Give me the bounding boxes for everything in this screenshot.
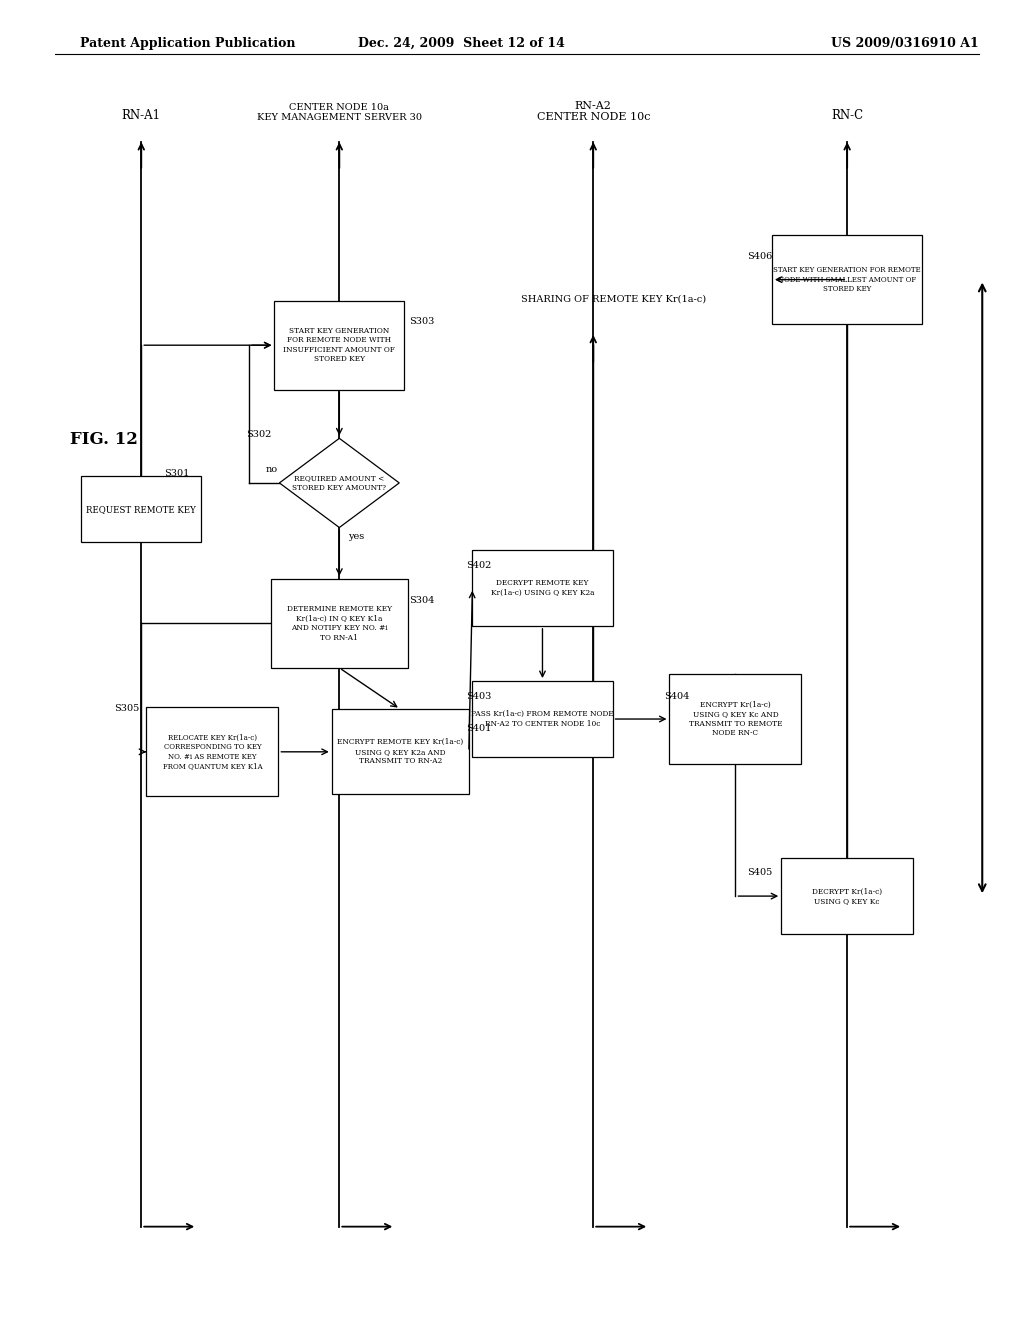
Text: Patent Application Publication: Patent Application Publication [80, 37, 296, 50]
FancyBboxPatch shape [670, 675, 802, 764]
Text: S404: S404 [665, 692, 690, 701]
Text: ENCRYPT REMOTE KEY Kr(1a-c)
USING Q KEY K2a AND
TRANSMIT TO RN-A2: ENCRYPT REMOTE KEY Kr(1a-c) USING Q KEY … [337, 738, 464, 766]
FancyBboxPatch shape [81, 477, 201, 543]
Text: S305: S305 [114, 704, 139, 713]
FancyBboxPatch shape [332, 709, 469, 795]
Text: S303: S303 [410, 317, 435, 326]
Text: PASS Kr(1a-c) FROM REMOTE NODE
RN-A2 TO CENTER NODE 10c: PASS Kr(1a-c) FROM REMOTE NODE RN-A2 TO … [471, 710, 613, 727]
Text: SHARING OF REMOTE KEY Kr(1a-c): SHARING OF REMOTE KEY Kr(1a-c) [521, 294, 707, 304]
Text: US 2009/0316910 A1: US 2009/0316910 A1 [831, 37, 979, 50]
Text: DECRYPT Kr(1a-c)
USING Q KEY Kc: DECRYPT Kr(1a-c) USING Q KEY Kc [812, 887, 883, 904]
Text: S402: S402 [466, 561, 492, 570]
Text: no: no [265, 466, 278, 474]
Text: DECRYPT REMOTE KEY
Kr(1a-c) USING Q KEY K2a: DECRYPT REMOTE KEY Kr(1a-c) USING Q KEY … [490, 579, 594, 597]
Text: ENCRYPT Kr(1a-c)
USING Q KEY Kc AND
TRANSMIT TO REMOTE
NODE RN-C: ENCRYPT Kr(1a-c) USING Q KEY Kc AND TRAN… [689, 701, 782, 738]
FancyBboxPatch shape [274, 301, 404, 389]
Text: S301: S301 [164, 469, 189, 478]
FancyBboxPatch shape [270, 578, 408, 668]
Text: FIG. 12: FIG. 12 [71, 432, 138, 449]
Text: DETERMINE REMOTE KEY
Kr(1a-c) IN Q KEY K1a
AND NOTIFY KEY NO. #i
TO RN-A1: DETERMINE REMOTE KEY Kr(1a-c) IN Q KEY K… [287, 605, 392, 642]
Text: S302: S302 [246, 430, 271, 438]
FancyBboxPatch shape [472, 550, 612, 626]
Text: RN-A2
CENTER NODE 10c: RN-A2 CENTER NODE 10c [537, 100, 650, 123]
Text: RN-A1: RN-A1 [122, 110, 161, 123]
FancyBboxPatch shape [772, 235, 923, 325]
Text: CENTER NODE 10a
KEY MANAGEMENT SERVER 30: CENTER NODE 10a KEY MANAGEMENT SERVER 30 [257, 103, 422, 123]
Text: yes: yes [348, 532, 365, 541]
Text: S406: S406 [746, 252, 772, 260]
Text: S304: S304 [410, 597, 435, 606]
Text: RELOCATE KEY Kr(1a-c)
CORRESPONDING TO KEY
NO. #i AS REMOTE KEY
FROM QUANTUM KEY: RELOCATE KEY Kr(1a-c) CORRESPONDING TO K… [163, 734, 262, 770]
Text: S405: S405 [746, 869, 772, 876]
Text: START KEY GENERATION
FOR REMOTE NODE WITH
INSUFFICIENT AMOUNT OF
STORED KEY: START KEY GENERATION FOR REMOTE NODE WIT… [284, 327, 395, 363]
FancyBboxPatch shape [146, 708, 279, 796]
FancyBboxPatch shape [472, 681, 612, 758]
Text: START KEY GENERATION FOR REMOTE
NODE WITH SMALLEST AMOUNT OF
STORED KEY: START KEY GENERATION FOR REMOTE NODE WIT… [773, 267, 921, 293]
Text: S401: S401 [466, 723, 492, 733]
Polygon shape [280, 438, 399, 528]
Text: REQUIRED AMOUNT <
STORED KEY AMOUNT?: REQUIRED AMOUNT < STORED KEY AMOUNT? [292, 474, 386, 491]
FancyBboxPatch shape [781, 858, 913, 935]
Text: REQUEST REMOTE KEY: REQUEST REMOTE KEY [86, 504, 197, 513]
Text: RN-C: RN-C [831, 110, 863, 123]
Text: S403: S403 [466, 692, 492, 701]
Text: Dec. 24, 2009  Sheet 12 of 14: Dec. 24, 2009 Sheet 12 of 14 [357, 37, 564, 50]
